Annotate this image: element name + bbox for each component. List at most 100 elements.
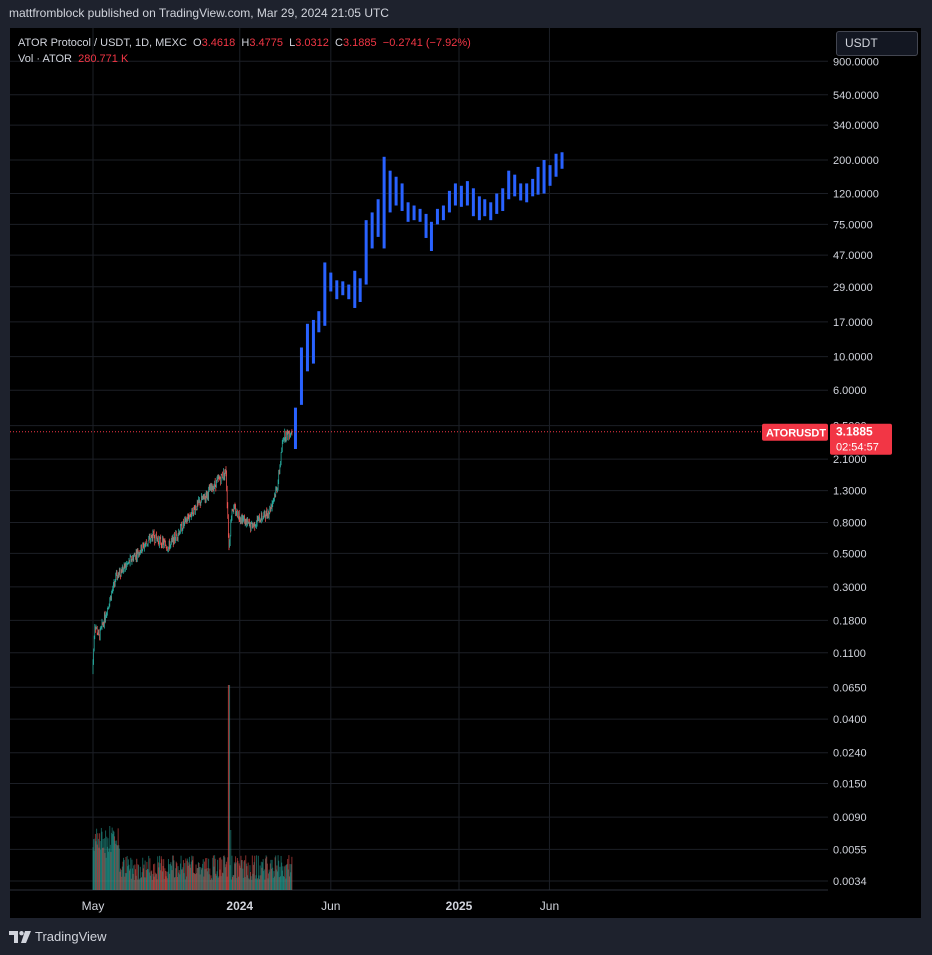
legend-open-label: O <box>193 37 202 49</box>
projection-bar <box>364 220 368 285</box>
projection-bar <box>353 270 357 308</box>
projection-bar <box>317 311 321 333</box>
projection-bar <box>429 221 433 252</box>
projection-bar <box>394 176 398 206</box>
y-tick-label: 0.0090 <box>833 812 867 824</box>
legend-low-value: 3.0312 <box>295 37 329 49</box>
projection-bar <box>465 181 469 206</box>
y-tick-label: 900.0000 <box>833 56 879 68</box>
x-tick-label: Jun <box>540 899 559 913</box>
projection-bar <box>471 188 475 217</box>
projection-bar <box>542 160 546 194</box>
y-tick-label: 47.0000 <box>833 250 873 262</box>
footer-brand[interactable]: TradingView <box>35 929 107 944</box>
x-tick-label: May <box>82 899 105 913</box>
legend-close-value: 3.1885 <box>342 37 377 49</box>
projection-bar <box>447 190 451 213</box>
y-tick-label: 0.5000 <box>833 548 867 560</box>
y-tick-label: 0.8000 <box>833 517 867 529</box>
legend-symbol[interactable]: ATOR Protocol / USDT, 1D, MEXC <box>18 37 187 49</box>
chart-legend: ATOR Protocol / USDT, 1D, MEXC O3.4618 H… <box>18 35 471 67</box>
chart-svg[interactable]: 900.0000 540.0000 340.0000 200.0000 120.0000… <box>10 28 921 918</box>
projection-bar <box>406 202 410 222</box>
y-tick-label: 0.3000 <box>833 582 867 594</box>
symbol-tag-label: ATORUSDT <box>766 428 826 440</box>
legend-low-label: L <box>289 37 296 49</box>
projection-bar <box>323 262 327 326</box>
footer: TradingView <box>9 929 107 944</box>
projection-bar <box>382 156 386 249</box>
y-tick-label: 6.0000 <box>833 385 867 397</box>
projection-bar <box>507 170 511 200</box>
y-tick-label: 0.0240 <box>833 748 867 760</box>
projection-bar <box>459 185 463 207</box>
chart-area[interactable]: 900.0000 540.0000 340.0000 200.0000 120.0000… <box>10 28 921 918</box>
projection-bar <box>424 213 428 238</box>
projection-bar <box>299 347 303 405</box>
projection-bar <box>519 183 523 201</box>
projection-bar <box>501 188 505 211</box>
x-tick-label: 2024 <box>226 899 253 913</box>
y-tick-label: 0.0650 <box>833 682 867 694</box>
projection-bar <box>418 208 422 222</box>
projection-bar <box>536 166 540 195</box>
y-tick-label: 10.0000 <box>833 352 873 364</box>
legend-close-label: C <box>335 37 343 49</box>
legend-volume-value: 280.771 K <box>78 53 129 65</box>
y-tick-label: 0.0034 <box>833 876 867 888</box>
legend-open-value: 3.4618 <box>201 37 236 49</box>
projection-bar <box>335 280 339 300</box>
projection-bar <box>453 183 457 206</box>
y-tick-label: 120.0000 <box>833 189 879 201</box>
symbol-tag[interactable] <box>762 423 828 441</box>
tradingview-logo-icon[interactable] <box>9 930 31 943</box>
projection-bar <box>435 208 439 225</box>
projection-bar <box>347 284 351 300</box>
currency-button[interactable]: USDT <box>836 31 918 56</box>
x-tick-label: 2025 <box>446 899 473 913</box>
projection-bar <box>305 323 309 372</box>
projection-bar <box>548 165 552 186</box>
projection-bar <box>554 153 558 177</box>
projection-bar <box>495 193 499 214</box>
projection-bar <box>376 199 380 237</box>
projection-bar <box>412 205 416 221</box>
last-price-tag[interactable] <box>830 423 892 455</box>
projection-bar <box>560 152 564 169</box>
last-price-value: 3.1885 <box>836 425 873 439</box>
projection-bar <box>341 281 345 296</box>
y-tick-label: 540.0000 <box>833 90 879 102</box>
y-tick-label: 0.0055 <box>833 844 867 856</box>
legend-change: −0.2741 (−7.92%) <box>382 37 471 49</box>
legend-high-value: 3.4775 <box>249 37 283 49</box>
projection-bar <box>483 199 487 217</box>
y-tick-label: 29.0000 <box>833 282 873 294</box>
bar-countdown: 02:54:57 <box>836 442 879 454</box>
projection-bar <box>477 196 481 221</box>
y-tick-label: 0.1100 <box>833 648 866 660</box>
projection-bar <box>370 212 374 249</box>
y-tick-label: 340.0000 <box>833 120 879 132</box>
projection-bar <box>293 407 297 450</box>
projection-bar <box>329 272 333 292</box>
y-tick-label: 0.0150 <box>833 779 867 791</box>
projection-bar <box>311 319 315 364</box>
legend-high-label: H <box>241 37 250 49</box>
projection-bar <box>489 202 493 221</box>
y-tick-label: 0.1800 <box>833 615 867 627</box>
x-tick-label: Jun <box>321 899 340 913</box>
y-tick-label: 0.0400 <box>833 714 867 726</box>
y-tick-label: 2.1000 <box>833 454 867 466</box>
projection-bar <box>441 205 445 221</box>
y-tick-label: 200.0000 <box>833 155 879 167</box>
publisher-line: mattfromblock published on TradingView.c… <box>9 6 389 20</box>
projection-bar <box>388 170 392 213</box>
projection-bar <box>400 183 404 211</box>
y-tick-label: 17.0000 <box>833 317 873 329</box>
projection-bar <box>513 174 517 197</box>
y-tick-label: 1.3000 <box>833 486 867 498</box>
legend-volume-label: Vol · ATOR <box>18 53 73 65</box>
projection-bar <box>525 183 529 203</box>
y-tick-label: 75.0000 <box>833 219 873 231</box>
projection-bar <box>531 178 535 197</box>
